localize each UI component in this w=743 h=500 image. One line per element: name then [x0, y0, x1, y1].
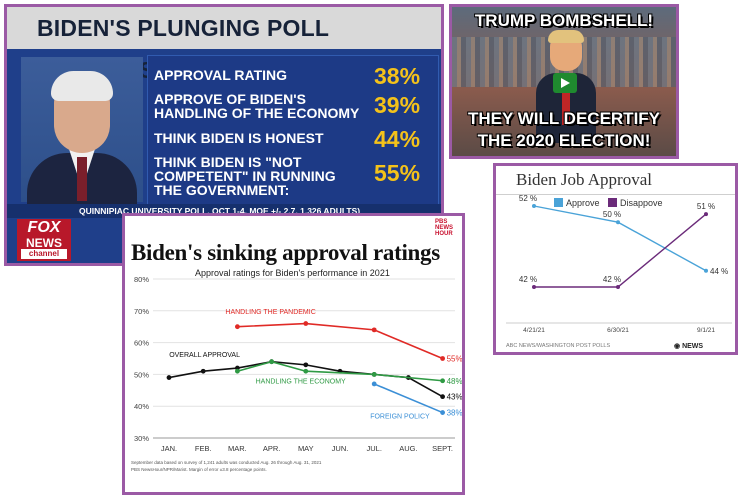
abc-data-point: [532, 204, 536, 208]
abc-data-point: [616, 220, 620, 225]
abc-chart-title: Biden Job Approval: [516, 170, 652, 189]
pbs-y-tick-label: 60%: [134, 339, 149, 348]
pbs-data-point: [371, 372, 377, 377]
pbs-footnote-1: September data based on survey of 1,241 …: [131, 460, 322, 465]
fox-news-logo: FOX NEWS channel: [17, 219, 71, 261]
pbs-line-chart: 30% 40% 50% 60% 70% 80% JAN. FEB. MAR. APR. MAY JUN…: [134, 275, 462, 453]
pbs-x-tick-label: JAN.: [161, 444, 177, 453]
stat-label: THINK BIDEN IS HONEST: [154, 130, 324, 146]
abc-data-label: 44 %: [710, 267, 728, 276]
pbs-x-tick-label: JUL.: [366, 444, 381, 453]
pbs-newshour-logo: PBS NEWS HOUR: [435, 219, 453, 237]
stat-value: 44%: [374, 126, 421, 152]
pbs-end-label: 38%: [447, 409, 462, 418]
pbs-x-tick-label: JUN.: [332, 444, 349, 453]
pbs-y-tick-label: 80%: [134, 275, 149, 284]
pbs-end-label: 55%: [447, 355, 462, 364]
headline-top: TRUMP BOMBSHELL!: [474, 11, 654, 30]
pbs-data-point: [371, 327, 377, 333]
pbs-x-tick-label: APR.: [263, 444, 281, 453]
play-icon[interactable]: [553, 73, 577, 93]
pbs-y-tick-label: 70%: [134, 307, 149, 316]
abc-line-chart: 4/21/21 6/30/21 9/1/21 52 % 50 % 44 % 42 % 42 %…: [506, 194, 732, 334]
poll-stats-box: APPROVAL RATING 38% APPROVE OF BIDEN'S HA…: [147, 55, 439, 207]
divider: [496, 194, 735, 195]
abc-data-label: 42 %: [603, 275, 621, 284]
pbs-x-tick-label: MAR.: [228, 444, 247, 453]
abc-x-tick-label: 6/30/21: [607, 327, 629, 334]
stat-value: 38%: [374, 63, 421, 89]
abc-data-point: [532, 285, 536, 289]
stat-label: THINK BIDEN IS "NOT COMPETENT" IN RUNNING…: [154, 154, 336, 198]
pbs-data-point: [269, 359, 274, 365]
headline-bottom-2: THE 2020 ELECTION!: [477, 131, 651, 150]
abc-x-tick-label: 4/21/21: [523, 327, 545, 334]
headline-bottom-1: THEY WILL DECERTIFY: [467, 109, 661, 128]
biden-photo: [21, 57, 143, 205]
pbs-end-label: 48%: [447, 377, 462, 386]
pbs-series-label: FOREIGN POLICY: [370, 413, 430, 420]
pbs-series-line: [237, 322, 443, 360]
trump-video-thumbnail[interactable]: TRUMP BOMBSHELL! THEY WILL DECERTIFY THE…: [449, 4, 679, 159]
abc-approval-panel: Biden Job Approval Approve Disappove 4/2…: [493, 163, 738, 355]
abc-data-label: 42 %: [519, 275, 537, 284]
pbs-x-tick-label: SEPT.: [432, 444, 453, 453]
pbs-data-point: [440, 410, 445, 415]
abc-data-label: 50 %: [603, 210, 621, 219]
abc-data-label: 52 %: [519, 194, 537, 203]
stat-value: 55%: [374, 160, 421, 186]
pbs-data-point: [440, 394, 445, 400]
pbs-x-tick-label: MAY: [298, 444, 314, 453]
pbs-approval-panel: PBS NEWS HOUR Biden's sinking approval rat…: [122, 213, 465, 495]
pbs-data-point: [166, 375, 172, 380]
pbs-y-tick-label: 40%: [134, 402, 149, 411]
pbs-data-point: [303, 368, 309, 374]
pbs-data-point: [235, 368, 240, 374]
pbs-data-point: [440, 356, 445, 361]
pbs-data-point: [371, 381, 377, 387]
pbs-chart-subtitle: Approval ratings for Biden's performance…: [195, 268, 390, 278]
abc-data-point: [616, 285, 620, 289]
pbs-series-label: HANDLING THE PANDEMIC: [225, 309, 315, 316]
pbs-series-label: OVERALL APPROVAL: [169, 352, 240, 359]
stat-label: APPROVAL RATING: [154, 67, 288, 83]
pbs-data-point: [235, 324, 240, 330]
abc-news-logo: ◉ NEWS: [674, 343, 704, 350]
pbs-x-tick-label: AUG.: [399, 444, 417, 453]
abc-footer: ABC NEWS/WASHINGTON POST POLLS: [506, 343, 611, 349]
pbs-y-tick-label: 30%: [134, 434, 149, 443]
pbs-x-tick-label: FEB.: [195, 444, 212, 453]
pbs-footnote-2: PBS NewsHour/NPR/Marist. Margin of error…: [131, 467, 267, 472]
pbs-series-label: HANDLING THE ECONOMY: [256, 378, 346, 385]
pbs-chart-title: Biden's sinking approval ratings: [131, 240, 440, 265]
abc-data-label: 51 %: [697, 202, 715, 211]
fox-news-panel: BIDEN'S PLUNGING POLL NUMBERS APPROVAL R…: [4, 4, 444, 266]
pbs-y-tick-label: 50%: [134, 370, 149, 379]
legend-approve: Approve: [554, 198, 600, 208]
stat-value: 39%: [374, 92, 421, 118]
pbs-data-point: [200, 368, 206, 374]
legend-disapprove: Disappove: [608, 198, 663, 208]
abc-data-point: [704, 268, 708, 273]
pbs-data-point: [303, 321, 309, 326]
stat-label: APPROVE OF BIDEN'S HANDLING OF THE ECONOM…: [154, 91, 360, 121]
abc-data-point: [704, 212, 708, 217]
fox-banner-title: BIDEN'S PLUNGING POLL NUMBERS: [7, 7, 441, 83]
pbs-end-label: 43%: [447, 393, 462, 402]
pbs-series-line: [373, 383, 443, 414]
pbs-data-point: [440, 378, 445, 384]
abc-x-tick-label: 9/1/21: [697, 327, 715, 334]
pbs-data-point: [303, 362, 309, 368]
